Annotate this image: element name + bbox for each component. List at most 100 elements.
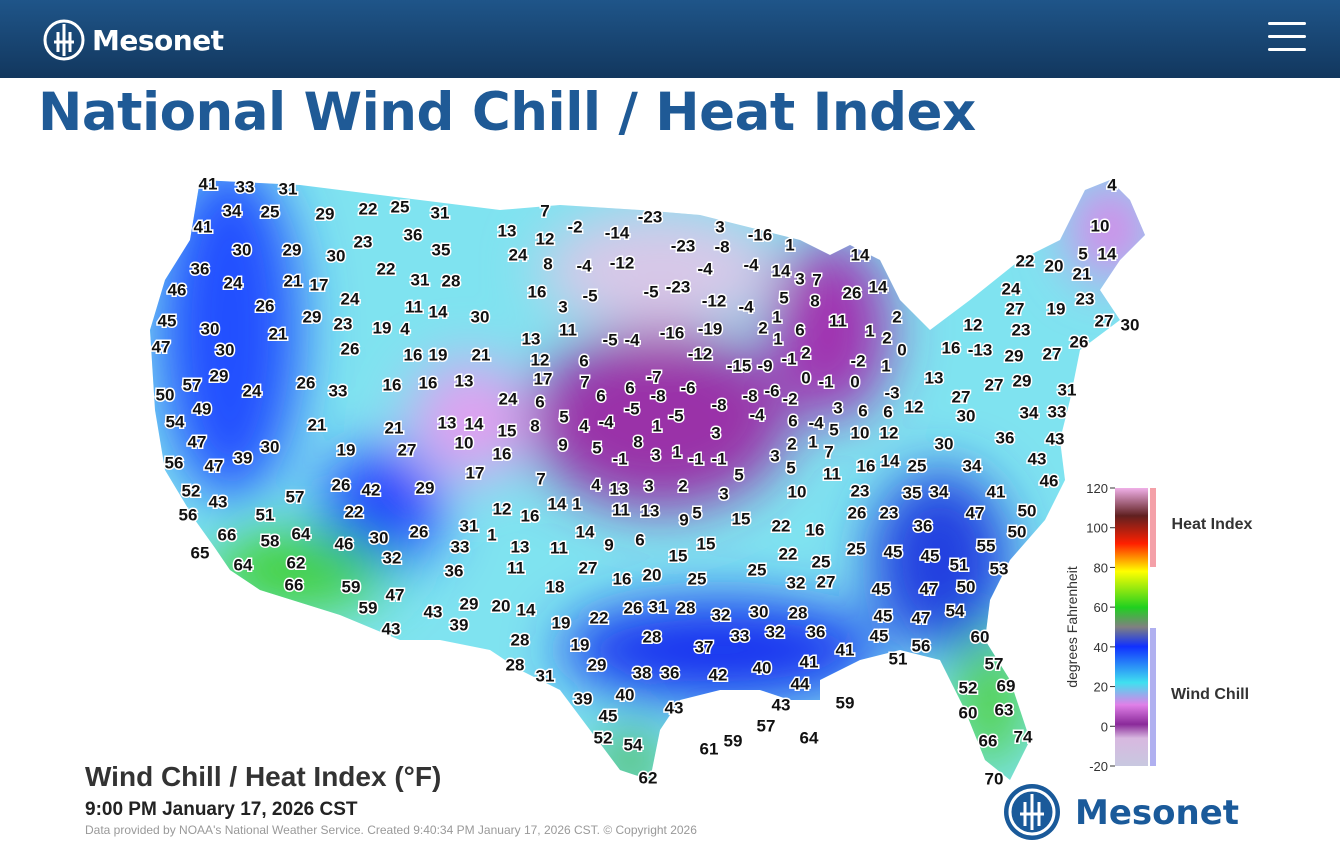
station-value: 54 (166, 412, 185, 431)
station-value: 42 (709, 665, 728, 684)
station-value: 29 (303, 307, 322, 326)
station-value: 62 (287, 553, 306, 572)
station-value: 12 (964, 315, 983, 334)
station-value: 21 (269, 324, 288, 343)
station-value: 3 (711, 423, 720, 442)
station-value: 23 (1012, 320, 1031, 339)
station-value: 16 (383, 375, 402, 394)
station-value: -19 (698, 319, 723, 338)
station-value: 26 (297, 373, 316, 392)
station-value: 20 (643, 565, 662, 584)
legend-tick-label: 80 (1094, 560, 1108, 575)
station-value: 26 (410, 522, 429, 541)
station-value: 34 (223, 201, 242, 220)
station-value: 9 (558, 435, 567, 454)
station-value: 14 (851, 245, 870, 264)
station-value: 24 (509, 245, 528, 264)
station-value: 5 (1078, 244, 1087, 263)
station-value: 30 (216, 340, 235, 359)
station-value: 47 (188, 432, 207, 451)
station-value: 5 (734, 465, 743, 484)
station-value: 22 (377, 259, 396, 278)
station-value: 23 (880, 503, 899, 522)
station-value: 13 (455, 371, 474, 390)
station-value: 1 (773, 329, 782, 348)
station-value: 5 (692, 503, 701, 522)
station-value: -8 (742, 386, 757, 405)
station-value: 66 (218, 525, 237, 544)
station-value: 24 (243, 381, 262, 400)
legend-tick-label: -20 (1089, 759, 1108, 774)
station-value: 0 (850, 372, 859, 391)
menu-button[interactable] (1268, 22, 1306, 52)
station-value: 33 (236, 177, 255, 196)
station-value: 60 (971, 627, 990, 646)
station-value: -12 (702, 291, 727, 310)
header: Mesonet (0, 0, 1340, 78)
station-value: 30 (471, 307, 490, 326)
station-value: -4 (576, 256, 592, 275)
station-value: -5 (668, 406, 683, 425)
station-value: 27 (952, 387, 971, 406)
station-value: 27 (1095, 311, 1114, 330)
station-value: 1 (772, 307, 781, 326)
station-value: 3 (795, 269, 804, 288)
station-value: 33 (1048, 402, 1067, 421)
station-value: 7 (540, 201, 549, 220)
station-value: 15 (669, 546, 688, 565)
station-value: 30 (233, 240, 252, 259)
station-value: 40 (616, 685, 635, 704)
station-value: 28 (506, 655, 525, 674)
station-value: -8 (650, 386, 665, 405)
station-value: 65 (191, 543, 210, 562)
station-value: 5 (779, 288, 788, 307)
station-value: 6 (596, 386, 605, 405)
station-value: 5 (786, 458, 795, 477)
chill-label: Wind Chill (1171, 686, 1249, 703)
station-value: 28 (511, 630, 530, 649)
station-value: 16 (806, 520, 825, 539)
station-value: 61 (700, 739, 719, 758)
station-value: 11 (559, 320, 577, 339)
station-value: 2 (801, 343, 810, 362)
station-value: 69 (997, 676, 1016, 695)
legend-tick-label: 60 (1094, 600, 1108, 615)
station-value: 6 (625, 378, 634, 397)
station-value: 0 (897, 340, 906, 359)
station-value: 23 (1076, 289, 1095, 308)
station-value: 3 (558, 297, 567, 316)
station-value: 47 (966, 503, 985, 522)
logo[interactable]: Mesonet (42, 18, 224, 62)
station-value: -7 (646, 367, 661, 386)
station-value: 31 (431, 203, 450, 222)
station-value: 25 (391, 197, 410, 216)
station-value: -3 (884, 383, 899, 402)
station-value: 9 (604, 535, 613, 554)
station-value: 47 (912, 608, 931, 627)
station-value: 29 (416, 478, 435, 497)
legend-tick-label: 100 (1086, 521, 1108, 536)
station-value: 42 (362, 480, 381, 499)
station-value: 30 (201, 319, 220, 338)
station-value: 10 (851, 423, 870, 442)
station-value: 19 (429, 345, 448, 364)
station-value: 13 (511, 537, 530, 556)
station-value: 21 (284, 271, 303, 290)
station-value: 12 (531, 350, 550, 369)
station-value: 7 (580, 372, 589, 391)
station-value: 3 (715, 217, 724, 236)
station-value: 50 (957, 577, 976, 596)
station-value: 16 (493, 444, 512, 463)
station-value: 29 (1013, 371, 1032, 390)
station-value: 43 (772, 695, 791, 714)
station-value: 19 (552, 613, 571, 632)
station-value: 11 (405, 297, 423, 316)
station-value: 26 (843, 283, 862, 302)
station-value: 34 (1020, 403, 1039, 422)
station-value: -5 (643, 282, 658, 301)
station-value: 14 (1098, 244, 1117, 263)
station-value: 30 (957, 406, 976, 425)
station-value: 29 (460, 594, 479, 613)
station-value: 7 (536, 469, 545, 488)
station-value: -8 (714, 237, 729, 256)
